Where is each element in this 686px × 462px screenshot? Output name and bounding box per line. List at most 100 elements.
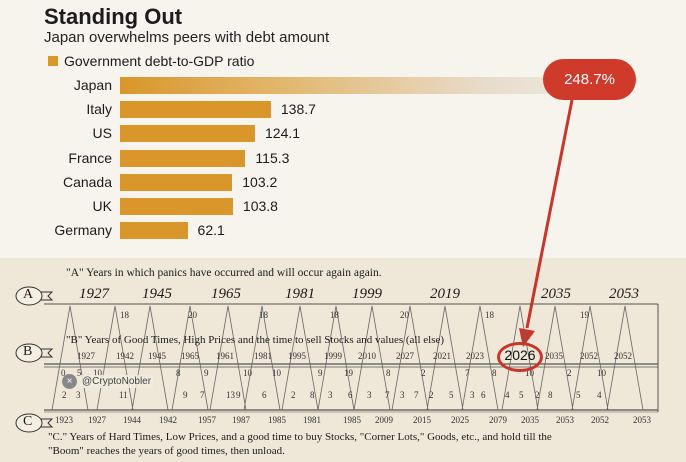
a-gap: 19 — [580, 310, 589, 320]
b-year: 2010 — [358, 351, 376, 361]
a-gap: 18 — [120, 310, 129, 320]
category-label: Japan — [73, 77, 112, 93]
a-gap: 18 — [259, 310, 268, 320]
cycle-upper-num: 2 — [421, 368, 426, 378]
a-gap: 18 — [485, 310, 494, 320]
row-label-b — [15, 343, 54, 363]
cycle-lower-num: 5 — [449, 390, 454, 400]
category-label: Italy — [86, 101, 112, 118]
b-year: 2035 — [545, 351, 563, 361]
japan-value-bubble: 248.7% — [543, 59, 636, 100]
bar-italy — [120, 101, 271, 119]
cycle-lower-num: 2 — [535, 390, 540, 400]
cycle-lower-num: 5 — [576, 390, 581, 400]
cycle-lower-num: 6 — [262, 390, 267, 400]
cycle-lower-num: 3 — [328, 390, 333, 400]
b-year: 2052 — [580, 351, 598, 361]
c-year: 1942 — [159, 415, 177, 425]
b-year: 1995 — [288, 351, 306, 361]
cycle-lower-num: 11 — [119, 390, 128, 400]
cycle-lower-num: 6 — [348, 390, 353, 400]
a-year: 2019 — [430, 286, 460, 302]
a-gap: 20 — [188, 310, 197, 320]
c-year: 1981 — [303, 415, 321, 425]
cycle-lower-num: 5 — [519, 390, 524, 400]
watermark-handle: @CryptoNobler — [80, 375, 154, 388]
x-logo-icon: × — [62, 374, 77, 389]
chart-subtitle: Japan overwhelms peers with debt amount — [44, 29, 330, 46]
b-year: 1942 — [116, 351, 134, 361]
c-year: 2079 — [489, 415, 507, 425]
cycle-lower-num: 7 — [385, 390, 390, 400]
b-year: 1965 — [181, 351, 199, 361]
cycle-upper-num: 8 — [386, 368, 391, 378]
cycle-upper-num: 8 — [176, 368, 181, 378]
b-year: 1961 — [216, 351, 234, 361]
cycle-lower-num: 9 — [183, 390, 188, 400]
c-year: 2052 — [591, 415, 609, 425]
cycle-lower-num: 8 — [548, 390, 553, 400]
c-year: 1957 — [198, 415, 216, 425]
cycle-upper-num: 10 — [243, 368, 252, 378]
c-year: 2015 — [413, 415, 431, 425]
c-year: 1987 — [232, 415, 250, 425]
chart-title: Standing Out — [44, 4, 183, 29]
cycle-lower-num: 3 — [470, 390, 475, 400]
value-label: 62.1 — [197, 222, 225, 239]
cycle-upper-num: 10 — [597, 368, 606, 378]
cycle-upper-num: 0 — [61, 368, 66, 378]
value-label: 103.2 — [242, 173, 278, 190]
cycle-zigzag — [51, 305, 644, 411]
cycle-upper-num: 10 — [272, 368, 281, 378]
cycle-lower-num: 7 — [200, 390, 205, 400]
a-year: 2053 — [609, 286, 639, 302]
cycle-upper-num: 9 — [204, 368, 209, 378]
c-year: 1927 — [88, 415, 106, 425]
bar-uk — [120, 198, 233, 215]
b-year: 2021 — [433, 351, 451, 361]
cycle-upper-num: 10 — [525, 368, 534, 378]
category-label: UK — [92, 198, 112, 214]
legend-label: Government debt-to-GDP ratio — [64, 53, 255, 69]
cycle-lower-num: 4 — [597, 390, 602, 400]
c-year: 1944 — [123, 415, 141, 425]
cycle-lower-num: 2 — [62, 390, 67, 400]
c-year: 2035 — [521, 415, 539, 425]
legend: Government debt-to-GDP ratio — [48, 53, 254, 69]
a-year: 1999 — [352, 286, 382, 302]
row-letter-c: C — [23, 414, 33, 429]
a-gap: 18 — [330, 310, 339, 320]
a-year: 1945 — [142, 286, 172, 302]
category-label: Germany — [54, 222, 112, 239]
category-label: France — [68, 149, 112, 166]
cycle-lower-num: 9 — [236, 390, 241, 400]
bar-japan — [120, 77, 550, 94]
b-year: 1981 — [254, 351, 272, 361]
caption-a: "A" Years in which panics have occurred … — [66, 267, 382, 279]
b-year: 2027 — [396, 351, 414, 361]
c-year: 1923 — [55, 415, 73, 425]
bar-france — [120, 149, 246, 167]
cycle-lower-num: 8 — [310, 390, 315, 400]
cycle-lower-num: 4 — [505, 390, 510, 400]
b-year: 1927 — [77, 351, 95, 361]
value-label: 103.8 — [242, 198, 278, 214]
bar-germany — [120, 222, 188, 240]
cycle-lower-num: 7 — [414, 390, 419, 400]
category-label: US — [92, 125, 112, 142]
cycle-lower-num: 6 — [481, 390, 486, 400]
c-year: 2025 — [451, 415, 469, 425]
row-letter-a: A — [23, 287, 34, 302]
c-year: 1985 — [268, 415, 286, 425]
b-year: 1945 — [148, 351, 166, 361]
a-year: 1965 — [211, 286, 241, 302]
highlight-circle — [497, 342, 543, 372]
a-year: 2035 — [541, 286, 571, 302]
cycle-lower-num: 2 — [429, 390, 434, 400]
cycle-upper-num: 10 — [93, 368, 102, 378]
a-gap: 20 — [400, 310, 409, 320]
c-year: 2009 — [375, 415, 393, 425]
bar-us — [120, 125, 255, 143]
